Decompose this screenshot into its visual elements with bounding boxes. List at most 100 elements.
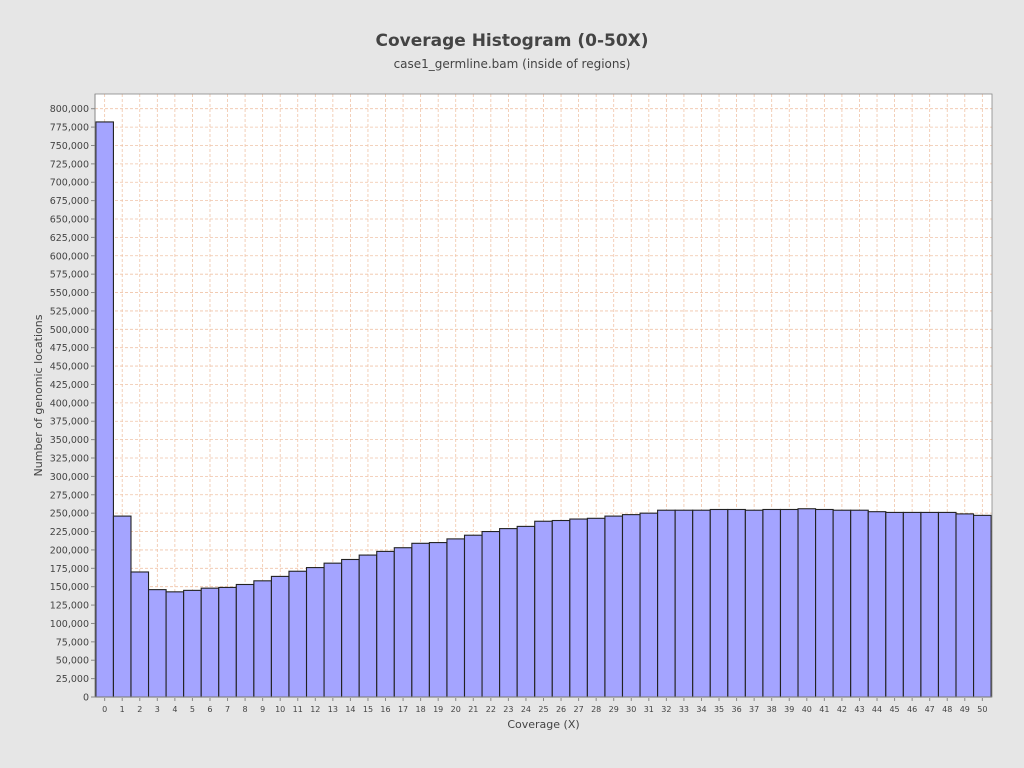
- histogram-bar: [797, 508, 817, 698]
- y-tick-label: 225,000: [50, 527, 89, 538]
- y-tick-label: 0: [83, 693, 89, 704]
- y-tick-label: 100,000: [50, 619, 89, 630]
- x-tick-label: 10: [275, 705, 285, 714]
- x-tick-label: 38: [767, 705, 777, 714]
- chart-subtitle: case1_germline.bam (inside of regions): [393, 57, 631, 71]
- x-tick-label: 35: [714, 705, 724, 714]
- x-tick-label: 46: [907, 705, 917, 714]
- x-tick-label: 48: [942, 705, 952, 714]
- x-tick-label: 6: [207, 705, 212, 714]
- x-tick-label: 22: [486, 705, 496, 714]
- x-tick-label: 15: [363, 705, 373, 714]
- histogram-bar: [499, 528, 518, 698]
- x-tick-label: 25: [538, 705, 548, 714]
- histogram-bar: [428, 542, 448, 698]
- histogram-bar: [130, 571, 150, 698]
- x-tick-label: 26: [556, 705, 566, 714]
- histogram-bar: [815, 508, 834, 698]
- histogram-bar: [305, 567, 325, 698]
- histogram-bar: [376, 550, 395, 698]
- x-tick-label: 24: [521, 705, 531, 714]
- histogram-bar: [147, 589, 167, 698]
- histogram-bar: [586, 517, 606, 698]
- x-tick-label: 16: [380, 705, 390, 714]
- x-tick-label: 39: [784, 705, 794, 714]
- y-tick-label: 325,000: [50, 454, 89, 465]
- histogram-bar: [920, 511, 940, 698]
- x-tick-label: 47: [925, 705, 935, 714]
- x-tick-label: 14: [345, 705, 355, 714]
- histogram-bar: [358, 554, 378, 698]
- y-tick-label: 575,000: [50, 270, 89, 281]
- x-tick-label: 28: [591, 705, 601, 714]
- x-tick-label: 30: [626, 705, 636, 714]
- histogram-bar: [446, 538, 466, 698]
- x-tick-label: 29: [609, 705, 619, 714]
- histogram-bar: [779, 508, 799, 698]
- y-axis-label: Number of genomic locations: [32, 314, 45, 476]
- y-tick-label: 150,000: [50, 582, 89, 593]
- x-tick-label: 34: [696, 705, 706, 714]
- histogram-bar: [200, 587, 220, 698]
- x-tick-label: 3: [155, 705, 160, 714]
- x-tick-label: 27: [574, 705, 584, 714]
- y-tick-label: 75,000: [56, 637, 89, 648]
- histogram-bar: [112, 515, 132, 698]
- x-tick-label: 1: [120, 705, 125, 714]
- x-tick-label: 7: [225, 705, 230, 714]
- histogram-bar: [709, 508, 729, 698]
- x-tick-label: 8: [243, 705, 248, 714]
- y-tick-label: 425,000: [50, 380, 89, 391]
- x-tick-label: 19: [433, 705, 443, 714]
- x-tick-label: 0: [102, 705, 107, 714]
- bars: [95, 121, 992, 698]
- y-tick-label: 375,000: [50, 417, 89, 428]
- histogram-bar: [902, 511, 922, 698]
- histogram-bar: [341, 558, 360, 698]
- y-tick-label: 50,000: [56, 656, 89, 667]
- x-tick-label: 43: [854, 705, 864, 714]
- histogram-bar: [463, 534, 483, 698]
- histogram-bar: [955, 513, 975, 698]
- histogram-bar: [411, 542, 430, 698]
- y-axis-ticks: 0 25,000 50,000 75,000 100,000 125,000 150,000…: [50, 104, 89, 703]
- histogram-bar: [674, 509, 694, 698]
- x-tick-label: 31: [644, 705, 654, 714]
- y-tick-label: 725,000: [50, 159, 89, 170]
- y-tick-label: 625,000: [50, 233, 89, 244]
- histogram-bar: [867, 511, 887, 698]
- histogram-bar: [621, 514, 641, 698]
- y-tick-label: 175,000: [50, 564, 89, 575]
- x-tick-label: 21: [468, 705, 478, 714]
- x-tick-label: 12: [310, 705, 320, 714]
- x-tick-label: 40: [802, 705, 812, 714]
- x-tick-label: 20: [451, 705, 461, 714]
- histogram-bar: [288, 570, 308, 698]
- histogram-bar: [95, 121, 114, 698]
- plot-border: [94, 93, 993, 698]
- histogram-bar: [235, 583, 255, 698]
- histogram-bar: [762, 508, 782, 698]
- x-tick-label: 37: [749, 705, 759, 714]
- x-tick-label: 50: [977, 705, 987, 714]
- histogram-bar: [253, 580, 272, 698]
- x-tick-label: 36: [731, 705, 741, 714]
- x-tick-label: 9: [260, 705, 265, 714]
- y-tick-label: 500,000: [50, 325, 89, 336]
- histogram-bar: [885, 511, 904, 698]
- y-tick-label: 450,000: [50, 362, 89, 373]
- histogram-bar: [481, 530, 501, 698]
- histogram-bar: [165, 591, 185, 698]
- x-tick-label: 13: [328, 705, 338, 714]
- x-tick-label: 32: [661, 705, 671, 714]
- y-tick-label: 300,000: [50, 472, 89, 483]
- x-tick-label: 41: [819, 705, 829, 714]
- histogram-bar: [516, 525, 536, 698]
- x-tick-label: 45: [889, 705, 899, 714]
- axes: [91, 93, 993, 701]
- x-axis-label: Coverage (X): [507, 718, 579, 731]
- x-tick-label: 18: [416, 705, 426, 714]
- chart-title: Coverage Histogram (0-50X): [375, 31, 649, 51]
- histogram-bar: [604, 515, 624, 698]
- histogram-bar: [323, 562, 343, 698]
